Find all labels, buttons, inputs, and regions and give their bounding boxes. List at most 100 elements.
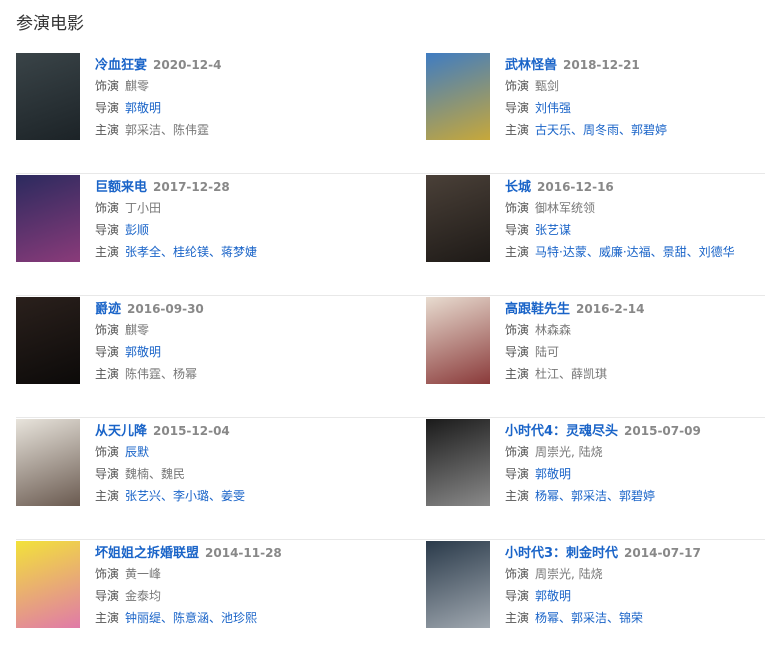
role-row: 饰演 黄一峰 xyxy=(95,563,282,585)
movie-poster[interactable] xyxy=(426,419,490,506)
movie-title-link[interactable]: 高跟鞋先生 xyxy=(505,302,571,317)
stars-label: 主演 xyxy=(505,367,530,381)
release-date: 2017-12-28 xyxy=(153,180,230,194)
role-label: 饰演 xyxy=(95,323,120,337)
release-date: 2016-2-14 xyxy=(576,302,645,316)
movie-title-link[interactable]: 冷血狂宴 xyxy=(95,58,148,73)
movie-poster[interactable] xyxy=(16,53,80,140)
movie-item: 冷血狂宴 2020-12-4 饰演 麒零 导演 郭敬明 主演 郭采洁、陈伟霆 xyxy=(16,53,426,174)
stars-value[interactable]: 古天乐、周冬雨、郭碧婷 xyxy=(535,123,668,137)
director-label: 导演 xyxy=(95,589,120,603)
role-row: 饰演 周崇光, 陆烧 xyxy=(505,563,701,585)
role-value: 黄一峰 xyxy=(125,567,162,581)
director-label: 导演 xyxy=(95,101,120,115)
movie-poster[interactable] xyxy=(426,53,490,140)
release-date: 2016-09-30 xyxy=(127,302,204,316)
movie-title-link[interactable]: 坏姐姐之拆婚联盟 xyxy=(95,546,200,561)
movie-item: 小时代3：刺金时代 2014-07-17 饰演 周崇光, 陆烧 导演 郭敬明 主演 杨幂… xyxy=(426,541,765,661)
movie-poster[interactable] xyxy=(16,297,80,384)
director-label: 导演 xyxy=(505,589,530,603)
movie-poster[interactable] xyxy=(426,541,490,628)
director-label: 导演 xyxy=(505,467,530,481)
role-label: 饰演 xyxy=(95,567,120,581)
director-value[interactable]: 郭敬明 xyxy=(535,467,572,481)
stars-label: 主演 xyxy=(95,123,120,137)
movie-poster[interactable] xyxy=(16,419,80,506)
stars-value[interactable]: 杨幂、郭采洁、郭碧婷 xyxy=(535,489,656,503)
role-label: 饰演 xyxy=(505,79,530,93)
director-value[interactable]: 郭敬明 xyxy=(125,345,162,359)
role-value: 周崇光, 陆烧 xyxy=(535,445,603,459)
director-row: 导演 彭顺 xyxy=(95,219,257,241)
movie-title-link[interactable]: 长城 xyxy=(505,180,532,195)
role-value[interactable]: 辰默 xyxy=(125,445,150,459)
stars-value[interactable]: 张艺兴、李小璐、姜雯 xyxy=(125,489,246,503)
release-date: 2014-07-17 xyxy=(624,546,701,560)
stars-label: 主演 xyxy=(95,611,120,625)
release-date: 2018-12-21 xyxy=(563,58,640,72)
director-value: 陆可 xyxy=(535,345,560,359)
movie-item: 坏姐姐之拆婚联盟 2014-11-28 饰演 黄一峰 导演 金泰均 主演 钟丽缇、陈意涵… xyxy=(16,541,426,661)
director-label: 导演 xyxy=(95,223,120,237)
director-value: 魏楠、魏民 xyxy=(125,467,186,481)
director-row: 导演 魏楠、魏民 xyxy=(95,463,245,485)
movie-poster[interactable] xyxy=(426,297,490,384)
stars-row: 主演 郭采洁、陈伟霆 xyxy=(95,119,221,141)
movie-title-link[interactable]: 从天儿降 xyxy=(95,424,148,439)
role-row: 饰演 麒零 xyxy=(95,75,221,97)
movie-poster[interactable] xyxy=(426,175,490,262)
stars-label: 主演 xyxy=(95,367,120,381)
release-date: 2016-12-16 xyxy=(537,180,614,194)
director-value[interactable]: 彭顺 xyxy=(125,223,150,237)
stars-row: 主演 古天乐、周冬雨、郭碧婷 xyxy=(505,119,667,141)
role-value: 林森森 xyxy=(535,323,572,337)
stars-label: 主演 xyxy=(505,611,530,625)
director-row: 导演 金泰均 xyxy=(95,585,282,607)
stars-label: 主演 xyxy=(95,245,120,259)
role-value: 丁小田 xyxy=(125,201,162,215)
director-label: 导演 xyxy=(505,101,530,115)
movie-title-link[interactable]: 小时代3：刺金时代 xyxy=(505,546,619,561)
director-row: 导演 陆可 xyxy=(505,341,644,363)
role-value: 御林军统领 xyxy=(535,201,596,215)
role-row: 饰演 麒零 xyxy=(95,319,204,341)
role-row: 饰演 丁小田 xyxy=(95,197,257,219)
movie-poster[interactable] xyxy=(16,175,80,262)
director-value[interactable]: 郭敬明 xyxy=(125,101,162,115)
director-row: 导演 刘伟强 xyxy=(505,97,667,119)
director-row: 导演 张艺谋 xyxy=(505,219,735,241)
movie-item: 小时代4：灵魂尽头 2015-07-09 饰演 周崇光, 陆烧 导演 郭敬明 主演 杨幂… xyxy=(426,419,765,540)
role-label: 饰演 xyxy=(505,201,530,215)
stars-row: 主演 张孝全、桂纶镁、蒋梦婕 xyxy=(95,241,257,263)
movie-item: 巨额来电 2017-12-28 饰演 丁小田 导演 彭顺 主演 张孝全、桂纶镁、蒋梦婕 xyxy=(16,175,426,296)
role-value: 麒零 xyxy=(125,323,150,337)
release-date: 2020-12-4 xyxy=(153,58,222,72)
movie-title-link[interactable]: 爵迹 xyxy=(95,302,122,317)
movie-item: 高跟鞋先生 2016-2-14 饰演 林森森 导演 陆可 主演 杜江、薛凯琪 xyxy=(426,297,765,418)
director-value[interactable]: 郭敬明 xyxy=(535,589,572,603)
stars-value: 杜江、薛凯琪 xyxy=(535,367,608,381)
stars-label: 主演 xyxy=(95,489,120,503)
stars-row: 主演 杨幂、郭采洁、郭碧婷 xyxy=(505,485,701,507)
stars-row: 主演 杨幂、郭采洁、锦荣 xyxy=(505,607,701,629)
movie-title-link[interactable]: 小时代4：灵魂尽头 xyxy=(505,424,619,439)
role-label: 饰演 xyxy=(95,445,120,459)
role-label: 饰演 xyxy=(505,323,530,337)
stars-value[interactable]: 钟丽缇、陈意涵、池珍熙 xyxy=(125,611,258,625)
stars-value[interactable]: 马特·达蒙、威廉·达福、景甜、刘德华 xyxy=(535,245,735,259)
stars-value: 陈伟霆、杨幂 xyxy=(125,367,198,381)
director-value[interactable]: 张艺谋 xyxy=(535,223,572,237)
movie-poster[interactable] xyxy=(16,541,80,628)
role-row: 饰演 周崇光, 陆烧 xyxy=(505,441,701,463)
director-label: 导演 xyxy=(95,345,120,359)
director-value[interactable]: 刘伟强 xyxy=(535,101,572,115)
movie-title-link[interactable]: 武林怪兽 xyxy=(505,58,558,73)
director-row: 导演 郭敬明 xyxy=(95,341,204,363)
stars-value[interactable]: 张孝全、桂纶镁、蒋梦婕 xyxy=(125,245,258,259)
stars-value[interactable]: 杨幂、郭采洁、锦荣 xyxy=(535,611,644,625)
stars-row: 主演 陈伟霆、杨幂 xyxy=(95,363,204,385)
stars-row: 主演 张艺兴、李小璐、姜雯 xyxy=(95,485,245,507)
role-label: 饰演 xyxy=(95,79,120,93)
role-label: 饰演 xyxy=(505,445,530,459)
movie-title-link[interactable]: 巨额来电 xyxy=(95,180,148,195)
